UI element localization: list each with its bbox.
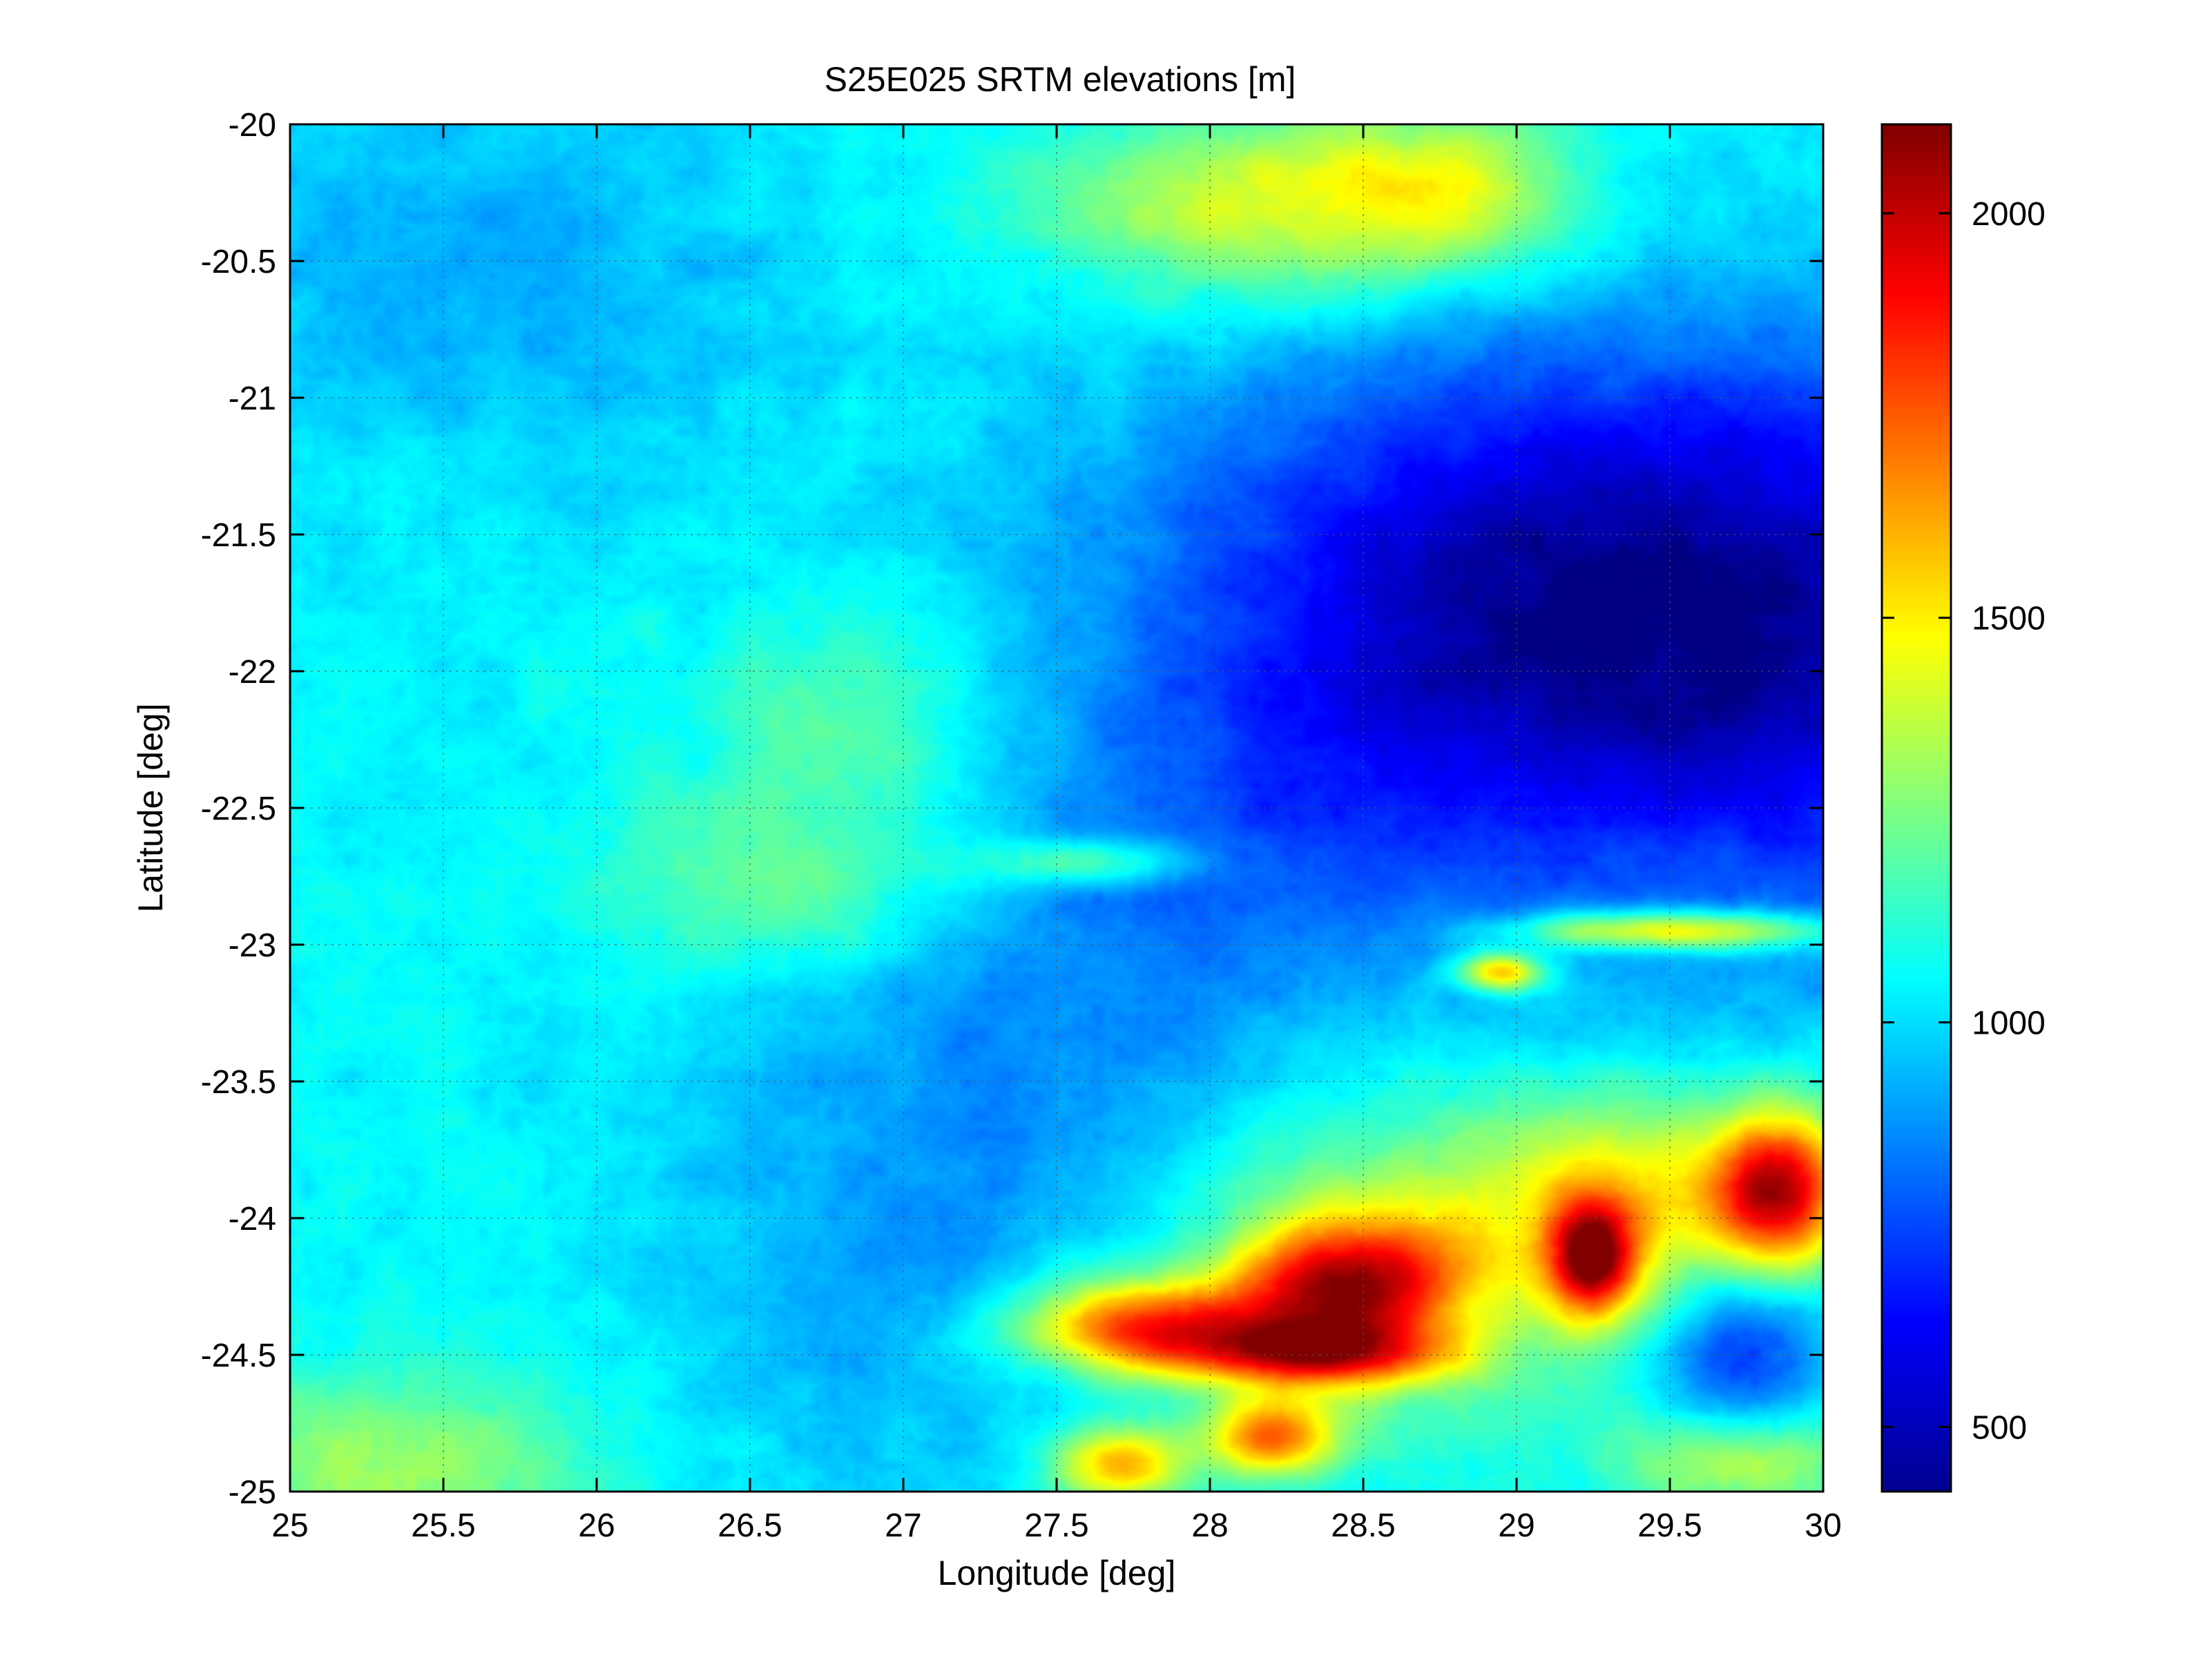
x-tick-label: 26: [578, 1507, 615, 1544]
grid-lines: [290, 124, 1823, 1492]
y-axis-label: Latitude [deg]: [131, 703, 170, 912]
y-tick-label: -24.5: [201, 1338, 276, 1374]
colorbar-ticks: 500 1000 1500 2000: [1882, 196, 2046, 1446]
y-tick-label: -23.5: [201, 1064, 276, 1101]
y-tick-label: -22: [229, 654, 276, 691]
y-tick-label: -20: [229, 107, 276, 144]
colorbar-tick-label: 1000: [1972, 1005, 2046, 1041]
x-tick-label: 30: [1805, 1507, 1841, 1544]
y-tick-label: -20.5: [201, 244, 276, 280]
colorbar: 500 1000 1500 2000: [1881, 123, 2046, 1493]
x-tick-label: 29.5: [1637, 1507, 1702, 1544]
y-tick-label: -22.5: [201, 791, 276, 827]
x-axis: 25 25.5 26 26.5 27 27.5 28 28.5 29 29.5 30: [271, 124, 1842, 1544]
colorbar-tick-label: 2000: [1972, 196, 2046, 233]
y-tick-label: -21.5: [201, 517, 276, 554]
x-tick-label: 28.5: [1331, 1507, 1395, 1544]
y-tick-label: -23: [229, 927, 276, 964]
x-tick-label: 28: [1191, 1507, 1228, 1544]
colorbar-gradient: [1881, 123, 1952, 1493]
colorbar-tick-label: 500: [1972, 1409, 2027, 1446]
x-tick-label: 27: [885, 1507, 921, 1544]
colorbar-tick-label: 1500: [1972, 601, 2046, 637]
y-axis: -20 -20.5 -21 -21.5 -22 -22.5 -23 -23.5 -24 -24.5…: [201, 107, 1823, 1511]
x-axis-label: Longitude [deg]: [938, 1554, 1176, 1592]
x-tick-label: 25: [271, 1507, 308, 1544]
y-tick-label: -24: [229, 1201, 276, 1237]
x-tick-label: 26.5: [718, 1507, 782, 1544]
x-tick-label: 27.5: [1024, 1507, 1088, 1544]
chart-title: S25E025 SRTM elevations [m]: [825, 60, 1296, 99]
y-tick-label: -25: [229, 1474, 276, 1511]
x-tick-label: 25.5: [411, 1507, 475, 1544]
y-tick-label: -21: [229, 380, 276, 417]
x-tick-label: 29: [1498, 1507, 1535, 1544]
